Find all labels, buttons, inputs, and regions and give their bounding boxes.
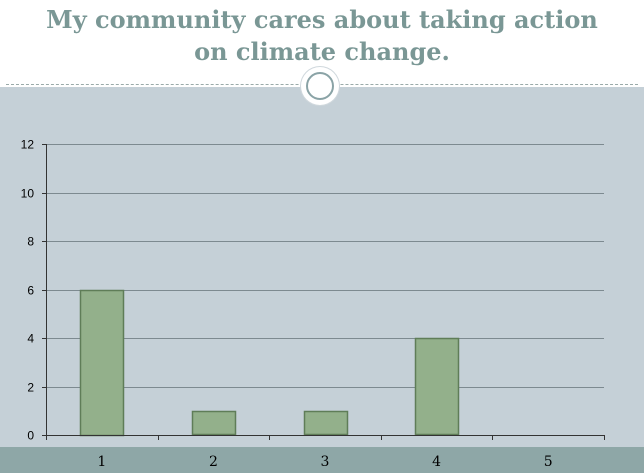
y-tick-label-8: 8 (27, 235, 34, 249)
slide-title-line-1: My community cares about taking action (46, 5, 598, 34)
y-tick-label-2: 2 (27, 381, 34, 395)
bar-1 (79, 289, 125, 437)
x-tick-label-3: 3 (321, 454, 330, 470)
divider-circle-inner (306, 72, 334, 100)
x-tick-label-2: 2 (209, 454, 218, 470)
y-tick-label-6: 6 (27, 284, 34, 298)
slide-title-line-2: on climate change. (194, 37, 450, 66)
bar-3 (303, 410, 349, 436)
bar-4 (414, 337, 460, 436)
y-tick-label-10: 10 (21, 187, 35, 201)
divider-circle-ornament (301, 67, 339, 105)
x-tick-label-5: 5 (544, 454, 553, 470)
y-tick-label-4: 4 (27, 332, 34, 346)
category-axis-band (0, 447, 644, 473)
y-tick-label-0: 0 (27, 429, 34, 443)
x-tick-label-1: 1 (97, 454, 106, 470)
y-tick-label-12: 12 (21, 138, 35, 152)
bar-2 (191, 410, 237, 436)
x-tick-label-4: 4 (432, 454, 441, 470)
slide-title: My community cares about taking action o… (10, 4, 634, 68)
